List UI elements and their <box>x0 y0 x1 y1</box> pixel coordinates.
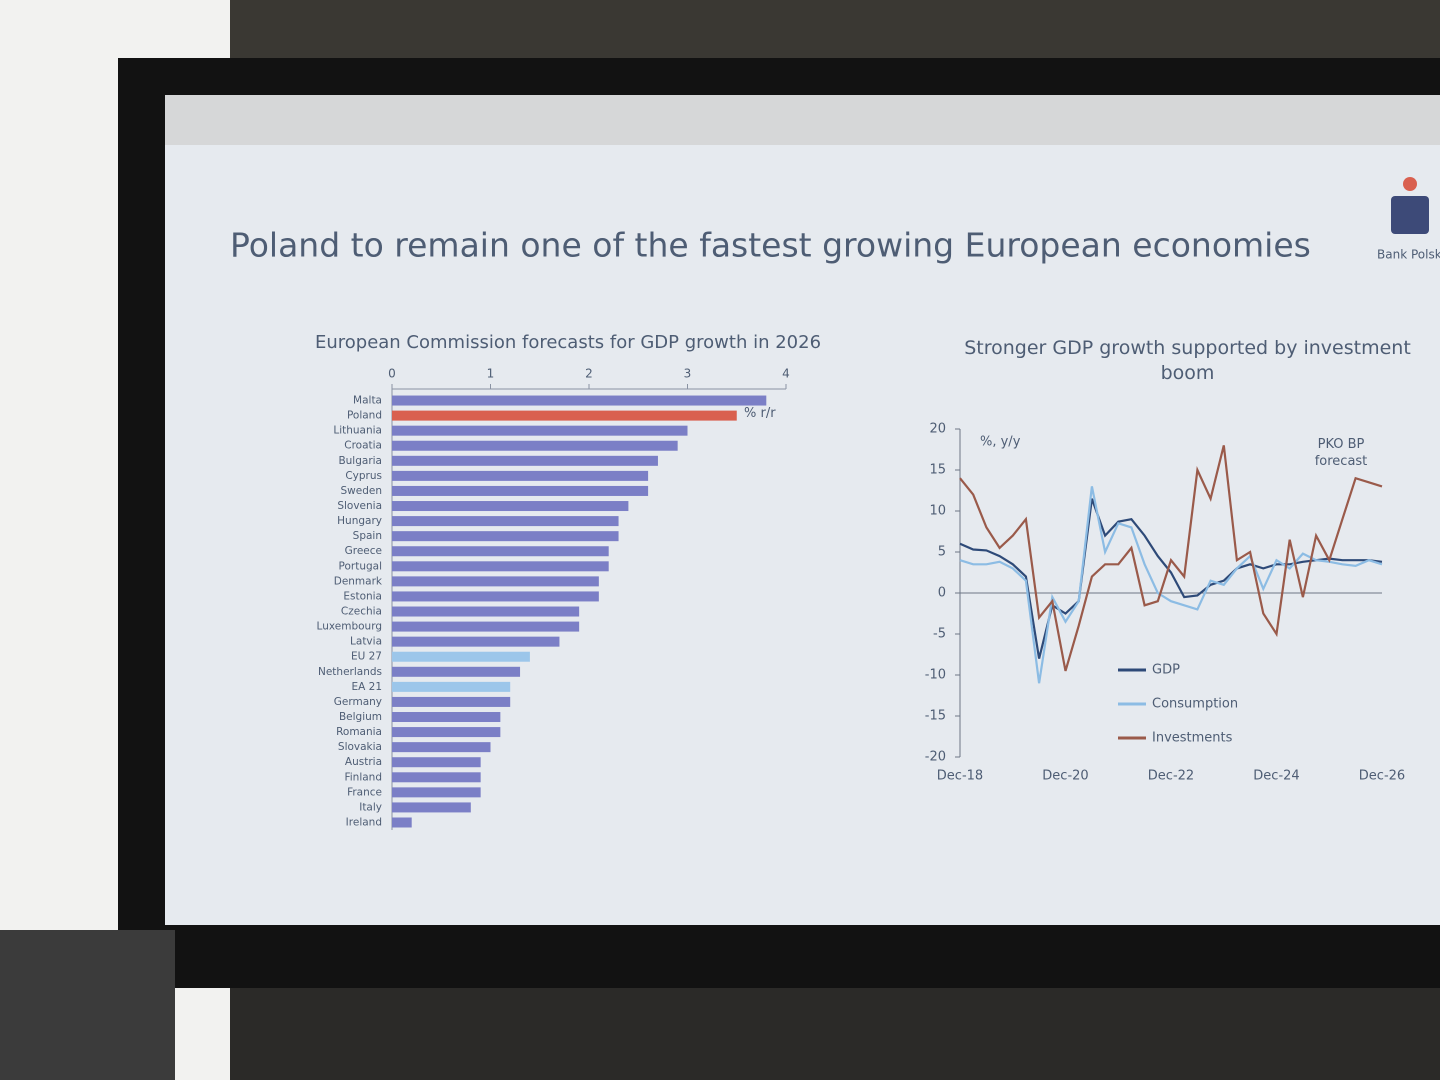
category-label: Italy <box>359 801 382 813</box>
x-tick-label: 3 <box>684 367 692 381</box>
category-label: Latvia <box>350 636 382 648</box>
category-label: Slovenia <box>337 500 382 512</box>
y-tick-label: 20 <box>929 422 946 437</box>
x-tick-label: Dec-26 <box>1359 769 1405 784</box>
logo-dot <box>1403 177 1417 191</box>
y-tick-label: 0 <box>938 586 946 601</box>
bar <box>392 410 737 421</box>
bar <box>392 757 481 768</box>
category-label: EU 27 <box>351 651 382 663</box>
legend-label: Consumption <box>1152 697 1238 712</box>
bar <box>392 440 678 451</box>
bar <box>392 561 609 572</box>
y-tick-label: -5 <box>933 627 946 642</box>
y-tick-label: -15 <box>925 709 946 724</box>
bar <box>392 485 649 496</box>
y-tick-label: -10 <box>925 668 946 683</box>
y-tick-label: 10 <box>929 504 946 519</box>
logo-text: Bank Polski <box>1377 248 1440 262</box>
category-label: Ireland <box>346 816 382 828</box>
chart-title: Stronger GDP growth supported by investm… <box>964 337 1411 384</box>
bar <box>392 651 530 662</box>
y-tick-label: -20 <box>925 750 946 765</box>
x-tick-label: 2 <box>585 367 593 381</box>
bar <box>392 425 688 436</box>
bar <box>392 696 511 707</box>
y-tick-label: 5 <box>938 545 946 560</box>
annotation: %, y/y <box>980 435 1021 450</box>
category-label: Romania <box>336 726 382 738</box>
x-tick-label: Dec-18 <box>937 769 983 784</box>
category-label: Poland <box>347 410 382 422</box>
bar <box>392 516 619 527</box>
bar <box>392 455 658 466</box>
bar <box>392 546 609 557</box>
category-label: Netherlands <box>318 666 382 678</box>
bar <box>392 712 501 723</box>
category-label: Hungary <box>337 515 382 527</box>
ceiling <box>230 0 1440 60</box>
x-tick-label: 1 <box>487 367 495 381</box>
bar <box>392 531 619 542</box>
bar <box>392 395 767 406</box>
category-label: Croatia <box>344 440 382 452</box>
bar <box>392 802 471 813</box>
category-label: Lithuania <box>333 425 382 437</box>
bar <box>392 470 649 481</box>
bar <box>392 501 629 512</box>
bar <box>392 666 521 677</box>
slide-header-band <box>165 95 1440 145</box>
series-line <box>959 445 1383 672</box>
bar <box>392 576 599 587</box>
bar <box>392 591 599 602</box>
chart-title: European Commission forecasts for GDP gr… <box>315 332 821 353</box>
category-label: Sweden <box>341 485 383 497</box>
category-label: Cyprus <box>345 470 382 482</box>
category-label: Malta <box>353 395 382 407</box>
bar <box>392 606 580 617</box>
bar <box>392 621 580 632</box>
speaker <box>0 930 175 1080</box>
category-label: Estonia <box>343 590 382 602</box>
slide-title: Poland to remain one of the fastest grow… <box>230 226 1311 265</box>
category-label: Slovakia <box>338 741 382 753</box>
category-label: Belgium <box>339 711 382 723</box>
logo-mark <box>1391 196 1429 234</box>
bar <box>392 787 481 798</box>
x-tick-label: 0 <box>388 367 396 381</box>
category-label: Bulgaria <box>338 455 382 467</box>
x-tick-label: 4 <box>782 367 790 381</box>
category-label: Portugal <box>339 560 383 572</box>
annotation: % r/r <box>744 406 776 421</box>
category-label: EA 21 <box>351 681 382 693</box>
category-label: Luxembourg <box>317 621 382 633</box>
x-tick-label: Dec-20 <box>1042 769 1088 784</box>
category-label: Denmark <box>334 575 383 587</box>
x-tick-label: Dec-24 <box>1253 769 1299 784</box>
bar <box>392 772 481 783</box>
bar <box>392 817 412 828</box>
slide <box>165 95 1440 925</box>
category-label: Germany <box>334 696 382 708</box>
legend-label: GDP <box>1152 663 1180 678</box>
category-label: Austria <box>345 756 382 768</box>
category-label: Spain <box>353 530 382 542</box>
bar <box>392 681 511 692</box>
legend-label: Investments <box>1152 731 1233 746</box>
y-tick-label: 15 <box>929 463 946 478</box>
category-label: France <box>347 786 382 798</box>
category-label: Czechia <box>341 606 382 618</box>
x-tick-label: Dec-22 <box>1148 769 1194 784</box>
bar <box>392 727 501 738</box>
bar <box>392 636 560 647</box>
bar <box>392 742 491 753</box>
category-label: Greece <box>345 545 382 557</box>
annotation: PKO BP forecast <box>1314 437 1368 469</box>
category-label: Finland <box>344 771 382 783</box>
